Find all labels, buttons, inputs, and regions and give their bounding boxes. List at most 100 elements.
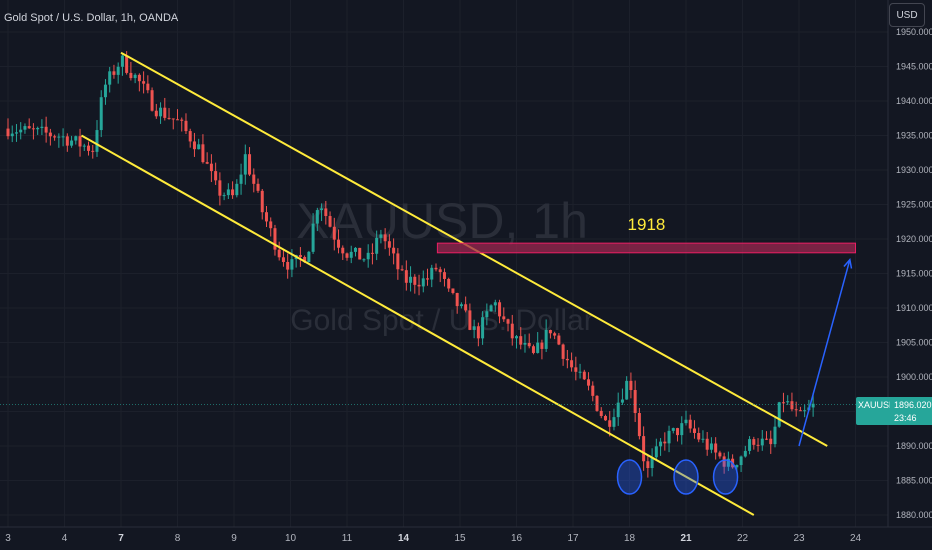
price-tick-label: 1935.000 — [896, 131, 932, 141]
candle-body — [379, 234, 383, 238]
candle-body — [163, 107, 167, 118]
candle-body — [476, 326, 480, 339]
candle-body — [493, 302, 497, 306]
price-tick-label: 1925.000 — [896, 200, 932, 210]
candle-body — [599, 410, 603, 417]
candle-body — [70, 140, 74, 146]
candle-body — [383, 234, 387, 242]
time-tick-label: 11 — [342, 533, 353, 544]
time-tick-label: 9 — [231, 533, 237, 544]
candle-body — [811, 403, 815, 408]
candle-body — [709, 443, 713, 450]
candle-body — [125, 55, 129, 73]
candle-body — [705, 438, 709, 450]
candle-body — [129, 72, 133, 79]
candle-body — [650, 457, 654, 469]
candle-body — [464, 304, 468, 311]
projection-arrowhead — [843, 258, 853, 269]
price-tick-label: 1885.000 — [896, 476, 932, 486]
candle-body — [392, 247, 396, 254]
candle-body — [553, 333, 557, 336]
candle-body — [264, 212, 268, 222]
candle-body — [396, 253, 400, 270]
time-axis[interactable]: 3 4 7 8 9 10 11 14 15 16 17 18 21 22 23 24 — [0, 526, 932, 544]
candle-body — [748, 439, 752, 451]
candle-body — [248, 154, 252, 175]
price-axis[interactable]: 1880.0001885.0001890.0001895.0001900.000… — [887, 0, 932, 527]
candle-body — [370, 252, 374, 254]
candle-body — [578, 371, 582, 373]
candle-body — [786, 401, 790, 403]
candle-body — [743, 450, 747, 457]
candle-body — [676, 428, 680, 436]
candle-body — [603, 416, 607, 421]
candle-body — [769, 438, 773, 445]
symbol-title[interactable]: Gold Spot / U.S. Dollar, 1h, OANDA — [4, 12, 179, 24]
candle-body — [472, 326, 476, 330]
time-tick-label: 18 — [624, 533, 636, 544]
price-tick-label: 1905.000 — [896, 338, 932, 348]
candle-body — [620, 399, 624, 403]
candle-body — [642, 436, 646, 462]
time-tick-label: 24 — [850, 533, 862, 544]
candle-body — [36, 127, 40, 130]
candle-body — [667, 430, 671, 444]
candle-body — [591, 385, 595, 396]
candle-body — [595, 395, 599, 411]
candle-body — [752, 439, 756, 445]
candle-body — [103, 84, 107, 98]
candle-body — [718, 452, 722, 457]
candle-body — [608, 420, 612, 427]
candle-body — [197, 144, 201, 150]
candle-body — [409, 276, 413, 283]
candle-body — [328, 216, 332, 227]
candle-body — [74, 136, 78, 141]
candle-body — [531, 346, 535, 353]
candle-body — [400, 269, 404, 271]
price-tick-label: 1950.000 — [896, 27, 932, 37]
candle-body — [760, 438, 764, 446]
price-tag-value-bg — [890, 397, 932, 425]
candle-body — [19, 129, 23, 133]
price-tick-label: 1890.000 — [896, 441, 932, 451]
candle-body — [654, 446, 658, 458]
candle-body — [205, 162, 209, 164]
candle-body — [281, 257, 285, 262]
candle-body — [315, 210, 319, 224]
candle-body — [167, 117, 171, 119]
candle-body — [27, 126, 31, 129]
candle-body — [680, 423, 684, 436]
candle-body — [273, 228, 277, 250]
chart-header: Gold Spot / U.S. Dollar, 1h, OANDA — [0, 8, 178, 26]
candle-body — [527, 342, 531, 347]
candle-body — [324, 208, 328, 217]
candle-body — [188, 131, 192, 142]
candle-body — [574, 367, 578, 372]
candle-body — [413, 276, 417, 285]
candle-body — [459, 304, 463, 307]
price-tick-label: 1900.000 — [896, 372, 932, 382]
candle-body — [235, 183, 239, 196]
watermark: XAUUSD, 1h Gold Spot / U.S. Dollar — [290, 193, 593, 337]
currency-button[interactable]: USD — [889, 3, 925, 27]
candle-body — [506, 319, 510, 324]
candle-body — [120, 55, 124, 67]
candle-body — [570, 360, 574, 368]
candle-body — [78, 136, 82, 147]
price-tag-price: 1896.020 — [894, 400, 932, 410]
price-tag-countdown: 23:46 — [894, 413, 917, 423]
candle-body — [31, 128, 35, 130]
candle-body — [298, 255, 302, 258]
candle-body — [201, 144, 205, 163]
candle-body — [421, 278, 425, 287]
candle-body — [646, 461, 650, 469]
candle-body — [417, 284, 421, 287]
channel-lower-line — [80, 134, 755, 516]
candle-body — [510, 323, 514, 339]
price-tick-label: 1880.000 — [896, 510, 932, 520]
candle-body — [65, 136, 69, 146]
time-tick-label: 4 — [62, 533, 68, 544]
price-tick-label: 1915.000 — [896, 269, 932, 279]
